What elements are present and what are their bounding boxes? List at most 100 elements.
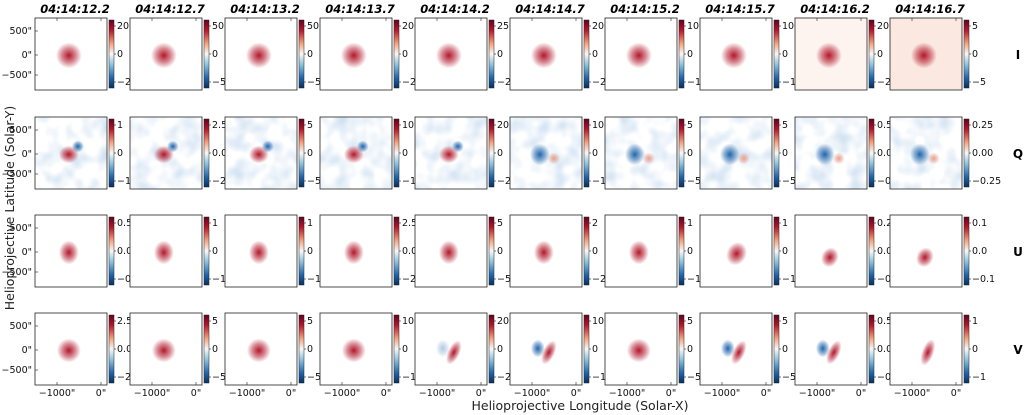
x-tick-label: −1000" (419, 388, 456, 399)
colorbar-tick-label: −0.25 (972, 176, 1001, 187)
colorbar-tick-label: −5 (687, 372, 701, 383)
colorbar-tick-label: 5 (307, 120, 313, 131)
colorbar-tick-label: −0.5 (877, 372, 900, 383)
colorbar (488, 216, 495, 286)
colorbar-tick-label: 5 (307, 316, 313, 327)
colorbar (583, 19, 590, 89)
time-label: 04:14:16.2 (800, 2, 870, 16)
colorbar-tick-label: −50 (307, 77, 327, 88)
colorbar (203, 118, 210, 188)
colorbar (393, 118, 400, 188)
x-tick-label: 0" (761, 388, 771, 399)
time-label: 04:14:15.7 (705, 2, 775, 16)
colorbar (868, 19, 875, 89)
y-tick-label: −500" (2, 267, 32, 278)
colorbar (393, 19, 400, 89)
colorbar-tick-label: −0.1 (972, 274, 995, 285)
colorbar-tick-label: −5 (307, 176, 321, 187)
x-tick-label: −1000" (799, 388, 836, 399)
colorbar (108, 314, 115, 384)
colorbar-tick-label: 0.00 (972, 148, 993, 159)
x-tick-label: 0" (286, 388, 296, 399)
colorbar-tick-label: 20 (117, 21, 129, 32)
colorbar-tick-label: 0.0 (117, 344, 132, 355)
colorbar-tick-label: 0 (497, 148, 503, 159)
colorbar-tick-label: −2.5 (212, 176, 235, 187)
colorbar-tick-label: 0 (782, 344, 788, 355)
colorbar (773, 118, 780, 188)
colorbar-tick-label: 0 (592, 344, 598, 355)
colorbar (298, 216, 305, 286)
colorbar-tick-label: 0.5 (877, 120, 892, 131)
colorbar-tick-label: 0 (307, 49, 313, 60)
colorbar (678, 19, 685, 89)
colorbar-tick-label: 20 (497, 316, 509, 327)
colorbar (488, 314, 495, 384)
x-tick-label: −1000" (39, 388, 76, 399)
x-tick-label: 0" (381, 388, 391, 399)
colorbar (868, 314, 875, 384)
colorbar-tick-label: −5 (782, 372, 796, 383)
colorbar (488, 118, 495, 188)
colorbar-tick-label: 0 (782, 246, 788, 257)
stokes-label: I (1016, 48, 1020, 62)
x-tick-label: 0" (96, 388, 106, 399)
colorbar-tick-label: 0 (592, 246, 598, 257)
time-label: 04:14:13.7 (325, 2, 395, 16)
time-label: 04:14:15.2 (610, 2, 680, 16)
colorbar-tick-label: 0.0 (402, 246, 417, 257)
colorbar (108, 19, 115, 89)
colorbar-tick-label: −5 (307, 372, 321, 383)
x-tick-label: 0" (951, 388, 961, 399)
colorbar-tick-label: 10 (402, 316, 414, 327)
x-tick-label: −1000" (704, 388, 741, 399)
y-tick-label: 0" (22, 50, 32, 61)
colorbar-tick-label: 5 (497, 218, 503, 229)
colorbar-tick-label: 5 (687, 316, 693, 327)
colorbar-tick-label: −1 (782, 274, 796, 285)
colorbar-tick-label: −50 (212, 77, 232, 88)
x-tick-label: −1000" (894, 388, 931, 399)
colorbar-tick-label: 0.0 (117, 246, 132, 257)
colorbar (108, 216, 115, 286)
colorbar-tick-label: −10 (402, 372, 422, 383)
colorbar-tick-label: 5 (782, 316, 788, 327)
y-tick-label: −500" (2, 169, 32, 180)
x-tick-label: 0" (571, 388, 581, 399)
x-tick-label: −1000" (514, 388, 551, 399)
colorbar-tick-label: 0.5 (117, 218, 132, 229)
colorbar-tick-label: 0 (212, 49, 218, 60)
y-tick-label: 500" (9, 223, 32, 234)
colorbar (393, 216, 400, 286)
colorbar-tick-label: −0.5 (117, 274, 140, 285)
colorbar-tick-label: 0 (972, 344, 978, 355)
colorbar-tick-label: 0.25 (972, 120, 993, 131)
colorbar (678, 216, 685, 286)
colorbar-tick-label: 20 (497, 120, 509, 131)
y-tick-label: 0" (22, 345, 32, 356)
colorbar-tick-label: 0.0 (877, 246, 892, 257)
colorbar-tick-label: −1 (212, 274, 226, 285)
colorbar-tick-label: 0 (782, 148, 788, 159)
colorbar (963, 19, 970, 89)
colorbar (203, 216, 210, 286)
x-tick-label: −1000" (324, 388, 361, 399)
colorbar-tick-label: 1 (117, 120, 123, 131)
colorbar-tick-label: 10 (402, 120, 414, 131)
colorbar-tick-label: 50 (212, 21, 224, 32)
colorbar-tick-label: 200 (402, 21, 420, 32)
colorbar-tick-label: −1 (117, 176, 131, 187)
colorbar-tick-label: 0.0 (877, 148, 892, 159)
colorbar-tick-label: −5 (212, 372, 226, 383)
colorbar-tick-label: −10 (402, 176, 422, 187)
colorbar-tick-label: 2.5 (212, 120, 227, 131)
colorbar (488, 19, 495, 89)
colorbar (203, 19, 210, 89)
colorbar-tick-label: 5 (972, 21, 978, 32)
colorbar-tick-label: 0 (592, 148, 598, 159)
colorbar-tick-label: −5 (687, 176, 701, 187)
colorbar (298, 19, 305, 89)
x-tick-label: 0" (666, 388, 676, 399)
colorbar-tick-label: 0 (877, 49, 883, 60)
colorbar (393, 314, 400, 384)
